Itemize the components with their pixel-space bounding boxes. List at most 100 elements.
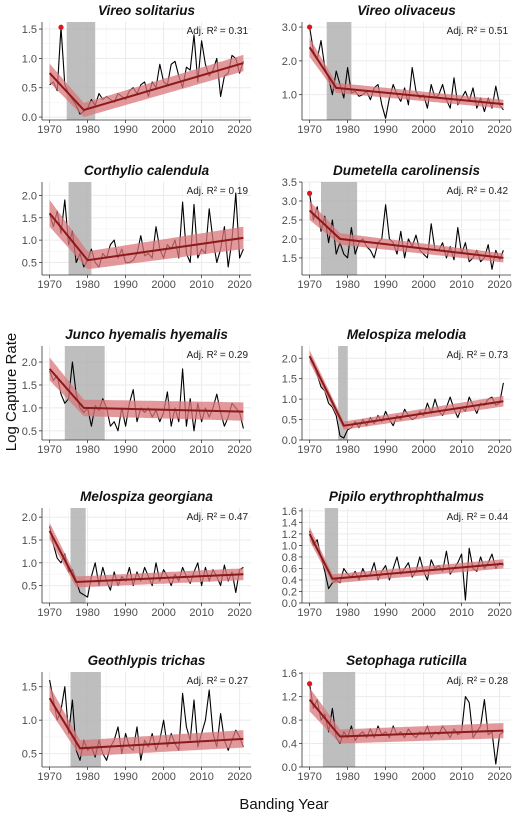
y-tick-label: 0.0 [282,762,297,774]
x-tick-label: 1980 [335,444,359,456]
confidence-band [309,527,504,584]
y-tick-label: 1.0 [22,715,37,727]
x-tick-label: 2000 [411,607,435,619]
x-tick-label: 2000 [411,771,435,783]
x-axis-title: Banding Year [239,796,328,813]
x-tick-label: 1990 [113,771,137,783]
adj-r2-label: Adj. R² = 0.51 [447,26,509,37]
y-tick-label: 2.0 [282,353,297,365]
fitted-trend-line [308,209,504,259]
x-tick-label: 2010 [189,279,213,291]
y-tick-label: 0.0 [282,598,297,610]
y-tick-label: 1.0 [282,540,297,552]
x-tick-label: 1980 [335,279,359,291]
x-tick-label: 2000 [151,771,175,783]
panel-title: Vireo olivaceus [357,3,456,18]
x-tick-label: 1970 [297,279,321,291]
panel-data [308,672,504,767]
x-tick-label: 1970 [297,124,321,136]
adj-r2-label: Adj. R² = 0.73 [447,350,509,361]
fitted-trend-line [308,355,504,427]
adj-r2-label: Adj. R² = 0.42 [447,186,509,197]
panel-title: Vireo solitarius [98,3,196,18]
panel: 1970 1980 1990 2000 2010 2020 0.5 1.0 1.5 Geothly… [22,653,252,783]
y-tick-label: 1.6 [282,506,297,518]
shaded-period [70,508,86,603]
x-tick-label: 2000 [411,124,435,136]
panel-title: Melospiza georgiana [80,489,213,504]
y-tick-label: 0.0 [22,112,37,124]
y-tick-label: 1.2 [282,692,297,704]
x-tick-label: 1990 [113,124,137,136]
x-tick-label: 1970 [37,444,61,456]
x-tick-label: 2020 [487,279,511,291]
x-tick-label: 1990 [373,771,397,783]
fitted-trend-line [48,530,244,584]
y-tick-label: 0.4 [282,575,297,587]
y-tick-label: 1.5 [22,213,37,225]
x-tick-label: 1990 [373,124,397,136]
x-tick-label: 1980 [75,771,99,783]
y-tick-label: 1.2 [282,529,297,541]
x-tick-label: 2020 [227,124,251,136]
x-tick-label: 2020 [227,279,251,291]
x-tick-label: 1990 [373,607,397,619]
x-tick-label: 1990 [373,444,397,456]
confidence-band [309,350,504,430]
panel: 1970 1980 1990 2000 2010 2020 1.0 2.0 3.0 Vireo o… [282,3,512,136]
x-tick-label: 2020 [487,607,511,619]
x-tick-label: 2010 [189,607,213,619]
y-tick-label: 1.0 [22,235,37,247]
y-tick-label: 0.2 [282,586,297,598]
x-tick-label: 1970 [37,607,61,619]
shaded-period [324,508,339,603]
y-tick-label: 0.5 [22,257,37,269]
y-tick-label: 1.0 [22,53,37,65]
adj-r2-label: Adj. R² = 0.29 [187,350,249,361]
panel-data [308,346,504,440]
panel: 1970 1980 1990 2000 2010 2020 0.5 1.0 1.5 2.0 Junc… [22,327,252,456]
y-tick-label: 2.0 [22,357,37,369]
confidence-band [49,357,244,421]
x-tick-label: 1980 [335,771,359,783]
panels: 1970 1980 1990 2000 2010 2020 0.0 0.5 1.0 1.5 Vire… [22,3,512,783]
panel-title: Junco hyemalis hyemalis [65,327,228,342]
x-tick-label: 2020 [487,444,511,456]
highlight-point [307,190,313,196]
x-tick-label: 1970 [37,771,61,783]
x-tick-label: 2010 [449,279,473,291]
x-tick-label: 2010 [449,124,473,136]
adj-r2-label: Adj. R² = 0.44 [447,512,509,523]
y-tick-label: 0.5 [22,749,37,761]
panel-title: Melospiza melodia [347,327,467,342]
panel-data [308,22,504,120]
confidence-band [49,199,244,270]
x-tick-label: 1980 [75,279,99,291]
panel-title: Setophaga ruticilla [346,653,467,668]
x-tick-label: 1970 [297,607,321,619]
highlight-point [307,681,313,687]
x-tick-label: 1990 [113,607,137,619]
y-tick-label: 1.5 [282,253,297,265]
adj-r2-label: Adj. R² = 0.47 [187,512,249,523]
confidence-band [49,522,244,588]
y-tick-label: 1.5 [282,374,297,386]
y-tick-label: 2.0 [282,56,297,68]
y-tick-label: 1.5 [22,682,37,694]
panel-data [48,508,244,603]
x-tick-label: 2020 [227,607,251,619]
y-tick-label: 0.8 [282,715,297,727]
y-tick-label: 0.8 [282,552,297,564]
y-tick-label: 0.0 [282,435,297,447]
y-tick-label: 1.4 [282,517,297,529]
y-tick-label: 1.0 [282,394,297,406]
fitted-trend-line [48,212,244,262]
panel-data [48,22,244,120]
x-tick-label: 2000 [411,444,435,456]
x-tick-label: 1970 [37,279,61,291]
x-tick-label: 2020 [227,771,251,783]
y-tick-label: 3.0 [282,22,297,34]
x-tick-label: 1980 [75,124,99,136]
panel-data [48,182,244,275]
x-tick-label: 1980 [335,607,359,619]
